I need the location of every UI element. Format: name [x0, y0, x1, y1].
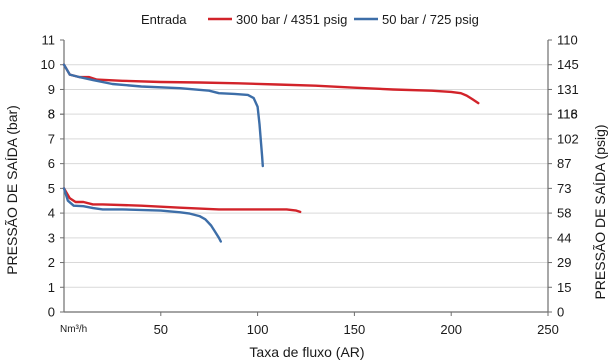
data-series	[62, 63, 480, 243]
y-left-tick-label: 6	[48, 156, 55, 171]
legend-title: Entrada	[141, 12, 187, 27]
y-right-tick-label: 131	[557, 82, 579, 97]
axes	[63, 40, 549, 313]
y-left-tick-label: 7	[48, 131, 55, 146]
y-left-tick-label: 11	[42, 33, 56, 48]
legend-label-300-bar: 300 bar / 4351 psig	[236, 12, 347, 27]
grid-lines	[64, 64, 548, 288]
y-axis-right-title: PRESSÃO DE SAÍDA (psig)	[592, 124, 608, 299]
y-left-tick-label: 8	[48, 107, 55, 122]
series-line-blue-1	[62, 63, 264, 168]
y-right-tick-label: 58	[557, 206, 571, 221]
x-axis-ticks: Nm³/h 50 100 150 200 250	[60, 312, 559, 337]
y-right-tick-label: 145	[557, 57, 579, 72]
x-tick-label: 50	[154, 322, 168, 337]
x-tick-label: 200	[440, 322, 462, 337]
y-left-tick-label: 4	[48, 206, 55, 221]
legend: Entrada 300 bar / 4351 psig 50 bar / 725…	[141, 12, 479, 27]
y-left-tick-label: 10	[41, 57, 55, 72]
x-tick-label: 100	[247, 322, 269, 337]
series-line-red-2	[62, 187, 302, 214]
x-axis-title: Taxa de fluxo (AR)	[249, 344, 364, 360]
y-left-tick-label: 9	[48, 82, 55, 97]
y-axis-left-title: PRESSÃO DE SAÍDA (bar)	[4, 105, 20, 275]
y-right-tick-label: 44	[557, 230, 571, 245]
legend-label-50-bar: 50 bar / 725 psig	[382, 12, 479, 27]
x-unit-label: Nm³/h	[60, 324, 87, 335]
x-tick-label: 250	[537, 322, 559, 337]
y-left-tick-label: 8	[48, 107, 55, 122]
y-left-tick-label: 1	[48, 280, 55, 295]
y-left-tick-label: 2	[48, 255, 55, 270]
y-right-tick-label: 73	[557, 181, 571, 196]
series-line-blue-3	[62, 187, 222, 243]
y-right-tick-label: 116	[557, 107, 578, 122]
y-left-tick-label: 3	[48, 230, 55, 245]
y-right-tick-label: 102	[557, 131, 579, 146]
y-right-tick-label: 29	[557, 255, 571, 270]
y-right-tick-label: 110	[557, 33, 578, 48]
y-right-tick-label: 118	[557, 107, 578, 122]
y-left-tick-label: 0	[48, 305, 55, 320]
series-line-red-0	[62, 63, 480, 105]
y-right-tick-label: 15	[557, 280, 571, 295]
y-right-tick-label: 0	[557, 305, 564, 320]
y-right-tick-label: 87	[557, 156, 571, 171]
y-left-tick-label: 5	[48, 181, 55, 196]
x-tick-label: 150	[344, 322, 366, 337]
